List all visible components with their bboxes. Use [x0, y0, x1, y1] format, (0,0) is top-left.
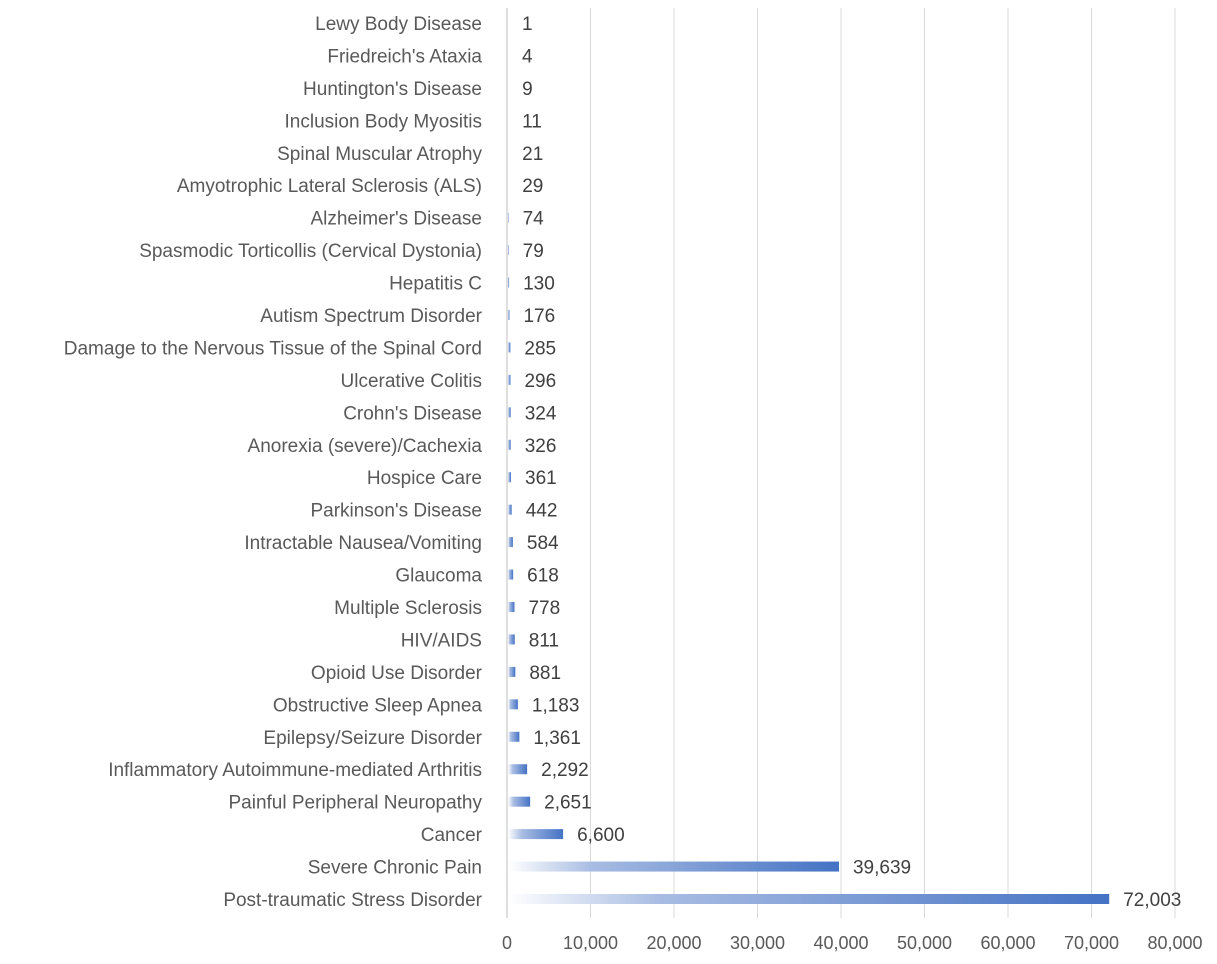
- bar: [508, 245, 509, 256]
- x-axis-ticks: 0 10,000 20,000 30,000 40,000 50,000 60,000 70,…: [502, 933, 1203, 953]
- x-tick-label: 10,000: [563, 933, 618, 953]
- category-label: Multiple Sclerosis: [334, 598, 482, 619]
- data-label: 176: [523, 306, 555, 327]
- category-label: Inclusion Body Myositis: [285, 111, 482, 132]
- data-label: 29: [522, 176, 543, 197]
- category-label: Damage to the Nervous Tissue of the Spin…: [64, 338, 482, 359]
- bar: [508, 439, 511, 450]
- x-tick-label: 60,000: [980, 933, 1035, 953]
- x-tick-label: 0: [502, 933, 512, 953]
- data-label: 1,361: [533, 728, 581, 749]
- category-label: Inflammatory Autoimmune-mediated Arthrit…: [108, 760, 482, 781]
- data-label: 361: [525, 468, 557, 489]
- x-tick-label: 50,000: [897, 933, 952, 953]
- bar: [508, 861, 839, 872]
- bar: [508, 602, 515, 612]
- category-label: Alzheimer's Disease: [310, 209, 482, 230]
- data-label: 2,292: [541, 760, 589, 781]
- data-label: 618: [527, 566, 559, 587]
- data-label: 74: [523, 209, 545, 230]
- data-label: 326: [525, 436, 557, 457]
- bar: [508, 277, 510, 288]
- x-tick-label: 20,000: [646, 933, 701, 953]
- data-labels: 1 4 9 11 21 29 74 79 130 176 285 296 324 326 361 442 584…: [522, 14, 1181, 911]
- data-label: 584: [527, 533, 559, 554]
- category-label: Intractable Nausea/Vomiting: [244, 533, 482, 554]
- category-label: Hepatitis C: [389, 274, 482, 295]
- category-label: Lewy Body Disease: [315, 14, 482, 35]
- data-label: 6,600: [577, 825, 625, 846]
- category-label: Autism Spectrum Disorder: [260, 306, 482, 327]
- x-tick-label: 40,000: [813, 933, 868, 953]
- category-label: Epilepsy/Seizure Disorder: [263, 728, 482, 749]
- category-label: Cancer: [421, 825, 483, 846]
- category-label: Anorexia (severe)/Cachexia: [248, 436, 483, 457]
- bar: [508, 731, 520, 742]
- data-label: 811: [529, 630, 559, 651]
- data-label: 881: [529, 663, 561, 684]
- data-label: 2,651: [544, 793, 592, 814]
- gridlines: [506, 8, 1176, 918]
- category-label: Ulcerative Colitis: [341, 371, 482, 392]
- category-label: Post-traumatic Stress Disorder: [223, 890, 482, 911]
- x-tick-label: 70,000: [1064, 933, 1119, 953]
- data-label: 1,183: [532, 695, 580, 716]
- bar: [508, 504, 512, 515]
- data-label: 11: [522, 111, 542, 132]
- category-label: Friedreich's Ataxia: [327, 46, 482, 67]
- category-label: Spinal Muscular Atrophy: [277, 144, 482, 165]
- data-label: 72,003: [1123, 890, 1181, 911]
- bar: [508, 472, 512, 483]
- data-label: 296: [524, 371, 556, 392]
- category-label: Obstructive Sleep Apnea: [273, 695, 483, 716]
- data-label: 9: [522, 79, 533, 100]
- category-label: Hospice Care: [367, 468, 482, 489]
- data-label: 285: [524, 338, 556, 359]
- x-tick-label: 30,000: [730, 933, 785, 953]
- data-label: 79: [523, 241, 544, 262]
- category-label: Parkinson's Disease: [310, 501, 482, 522]
- x-tick-label: 80,000: [1147, 933, 1202, 953]
- category-label: Spasmodic Torticollis (Cervical Dystonia…: [139, 241, 482, 262]
- data-label: 778: [528, 598, 560, 619]
- bar: [508, 407, 511, 418]
- data-label: 442: [526, 501, 558, 522]
- bar: [508, 569, 514, 580]
- bar: [508, 829, 564, 840]
- bar: [508, 374, 511, 385]
- category-label: HIV/AIDS: [401, 630, 482, 651]
- data-label: 39,639: [853, 858, 911, 879]
- category-label: Opioid Use Disorder: [311, 663, 483, 684]
- category-label: Crohn's Disease: [343, 403, 482, 424]
- bar: [508, 796, 531, 807]
- bars: [508, 212, 1110, 904]
- data-label: 4: [522, 46, 533, 67]
- bar: [508, 894, 1110, 904]
- category-label: Severe Chronic Pain: [308, 858, 482, 879]
- category-label: Painful Peripheral Neuropathy: [229, 793, 483, 814]
- bar: [508, 666, 516, 677]
- bar: [508, 537, 513, 548]
- category-label: Amyotrophic Lateral Sclerosis (ALS): [177, 176, 482, 197]
- category-labels: Lewy Body Disease Friedreich's Ataxia Hunt…: [64, 14, 483, 911]
- data-label: 21: [522, 144, 543, 165]
- bar: [508, 699, 518, 710]
- data-label: 130: [523, 274, 555, 295]
- data-label: 324: [525, 403, 557, 424]
- bar: [508, 764, 528, 775]
- bar: [508, 310, 510, 320]
- category-label: Glaucoma: [395, 566, 482, 587]
- bar: [508, 342, 511, 353]
- bar: [508, 212, 509, 223]
- category-label: Huntington's Disease: [303, 79, 482, 100]
- bar: [508, 634, 515, 645]
- data-label: 1: [522, 14, 533, 35]
